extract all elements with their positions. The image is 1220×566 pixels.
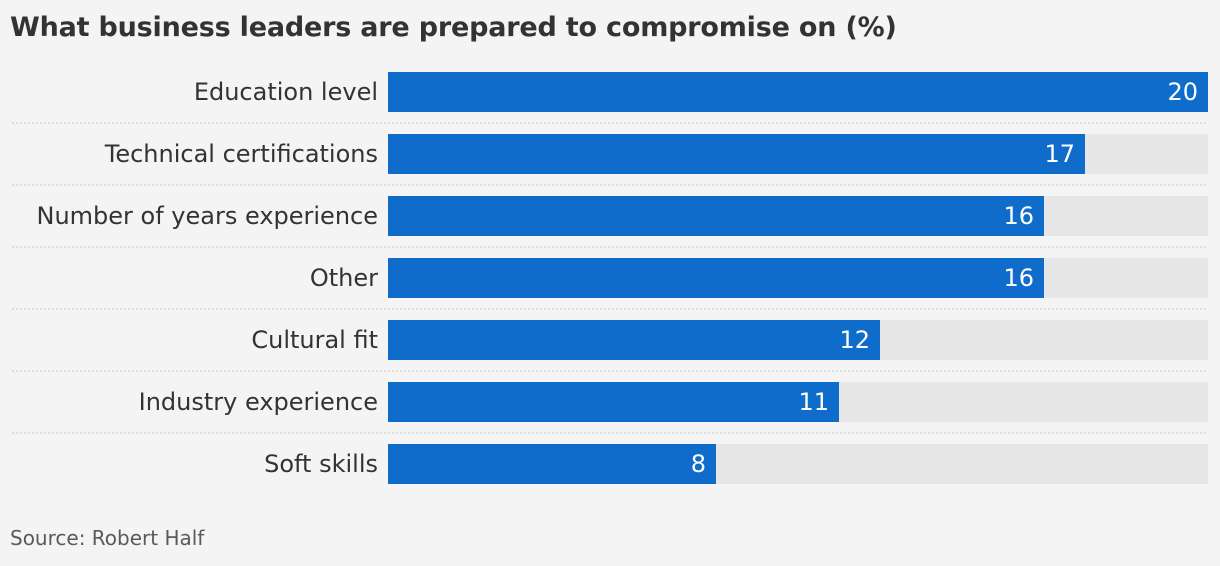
value-label: 8 xyxy=(691,450,706,478)
bar xyxy=(388,320,880,360)
category-label: Other xyxy=(310,264,378,292)
value-label: 20 xyxy=(1167,78,1198,106)
bar xyxy=(388,134,1085,174)
value-label: 16 xyxy=(1003,202,1034,230)
value-label: 17 xyxy=(1044,140,1075,168)
category-label: Cultural fit xyxy=(251,326,378,354)
value-label: 16 xyxy=(1003,264,1034,292)
source-note: Source: Robert Half xyxy=(10,526,205,550)
category-label: Technical certifications xyxy=(104,140,378,168)
category-label: Education level xyxy=(194,78,378,106)
bar xyxy=(388,382,839,422)
category-label: Number of years experience xyxy=(37,202,379,230)
category-label: Soft skills xyxy=(264,450,378,478)
bar xyxy=(388,72,1208,112)
bar xyxy=(388,258,1044,298)
category-label: Industry experience xyxy=(139,388,378,416)
value-label: 12 xyxy=(839,326,870,354)
bar xyxy=(388,444,716,484)
chart-title: What business leaders are prepared to co… xyxy=(10,12,897,43)
bar xyxy=(388,196,1044,236)
value-label: 11 xyxy=(798,388,829,416)
